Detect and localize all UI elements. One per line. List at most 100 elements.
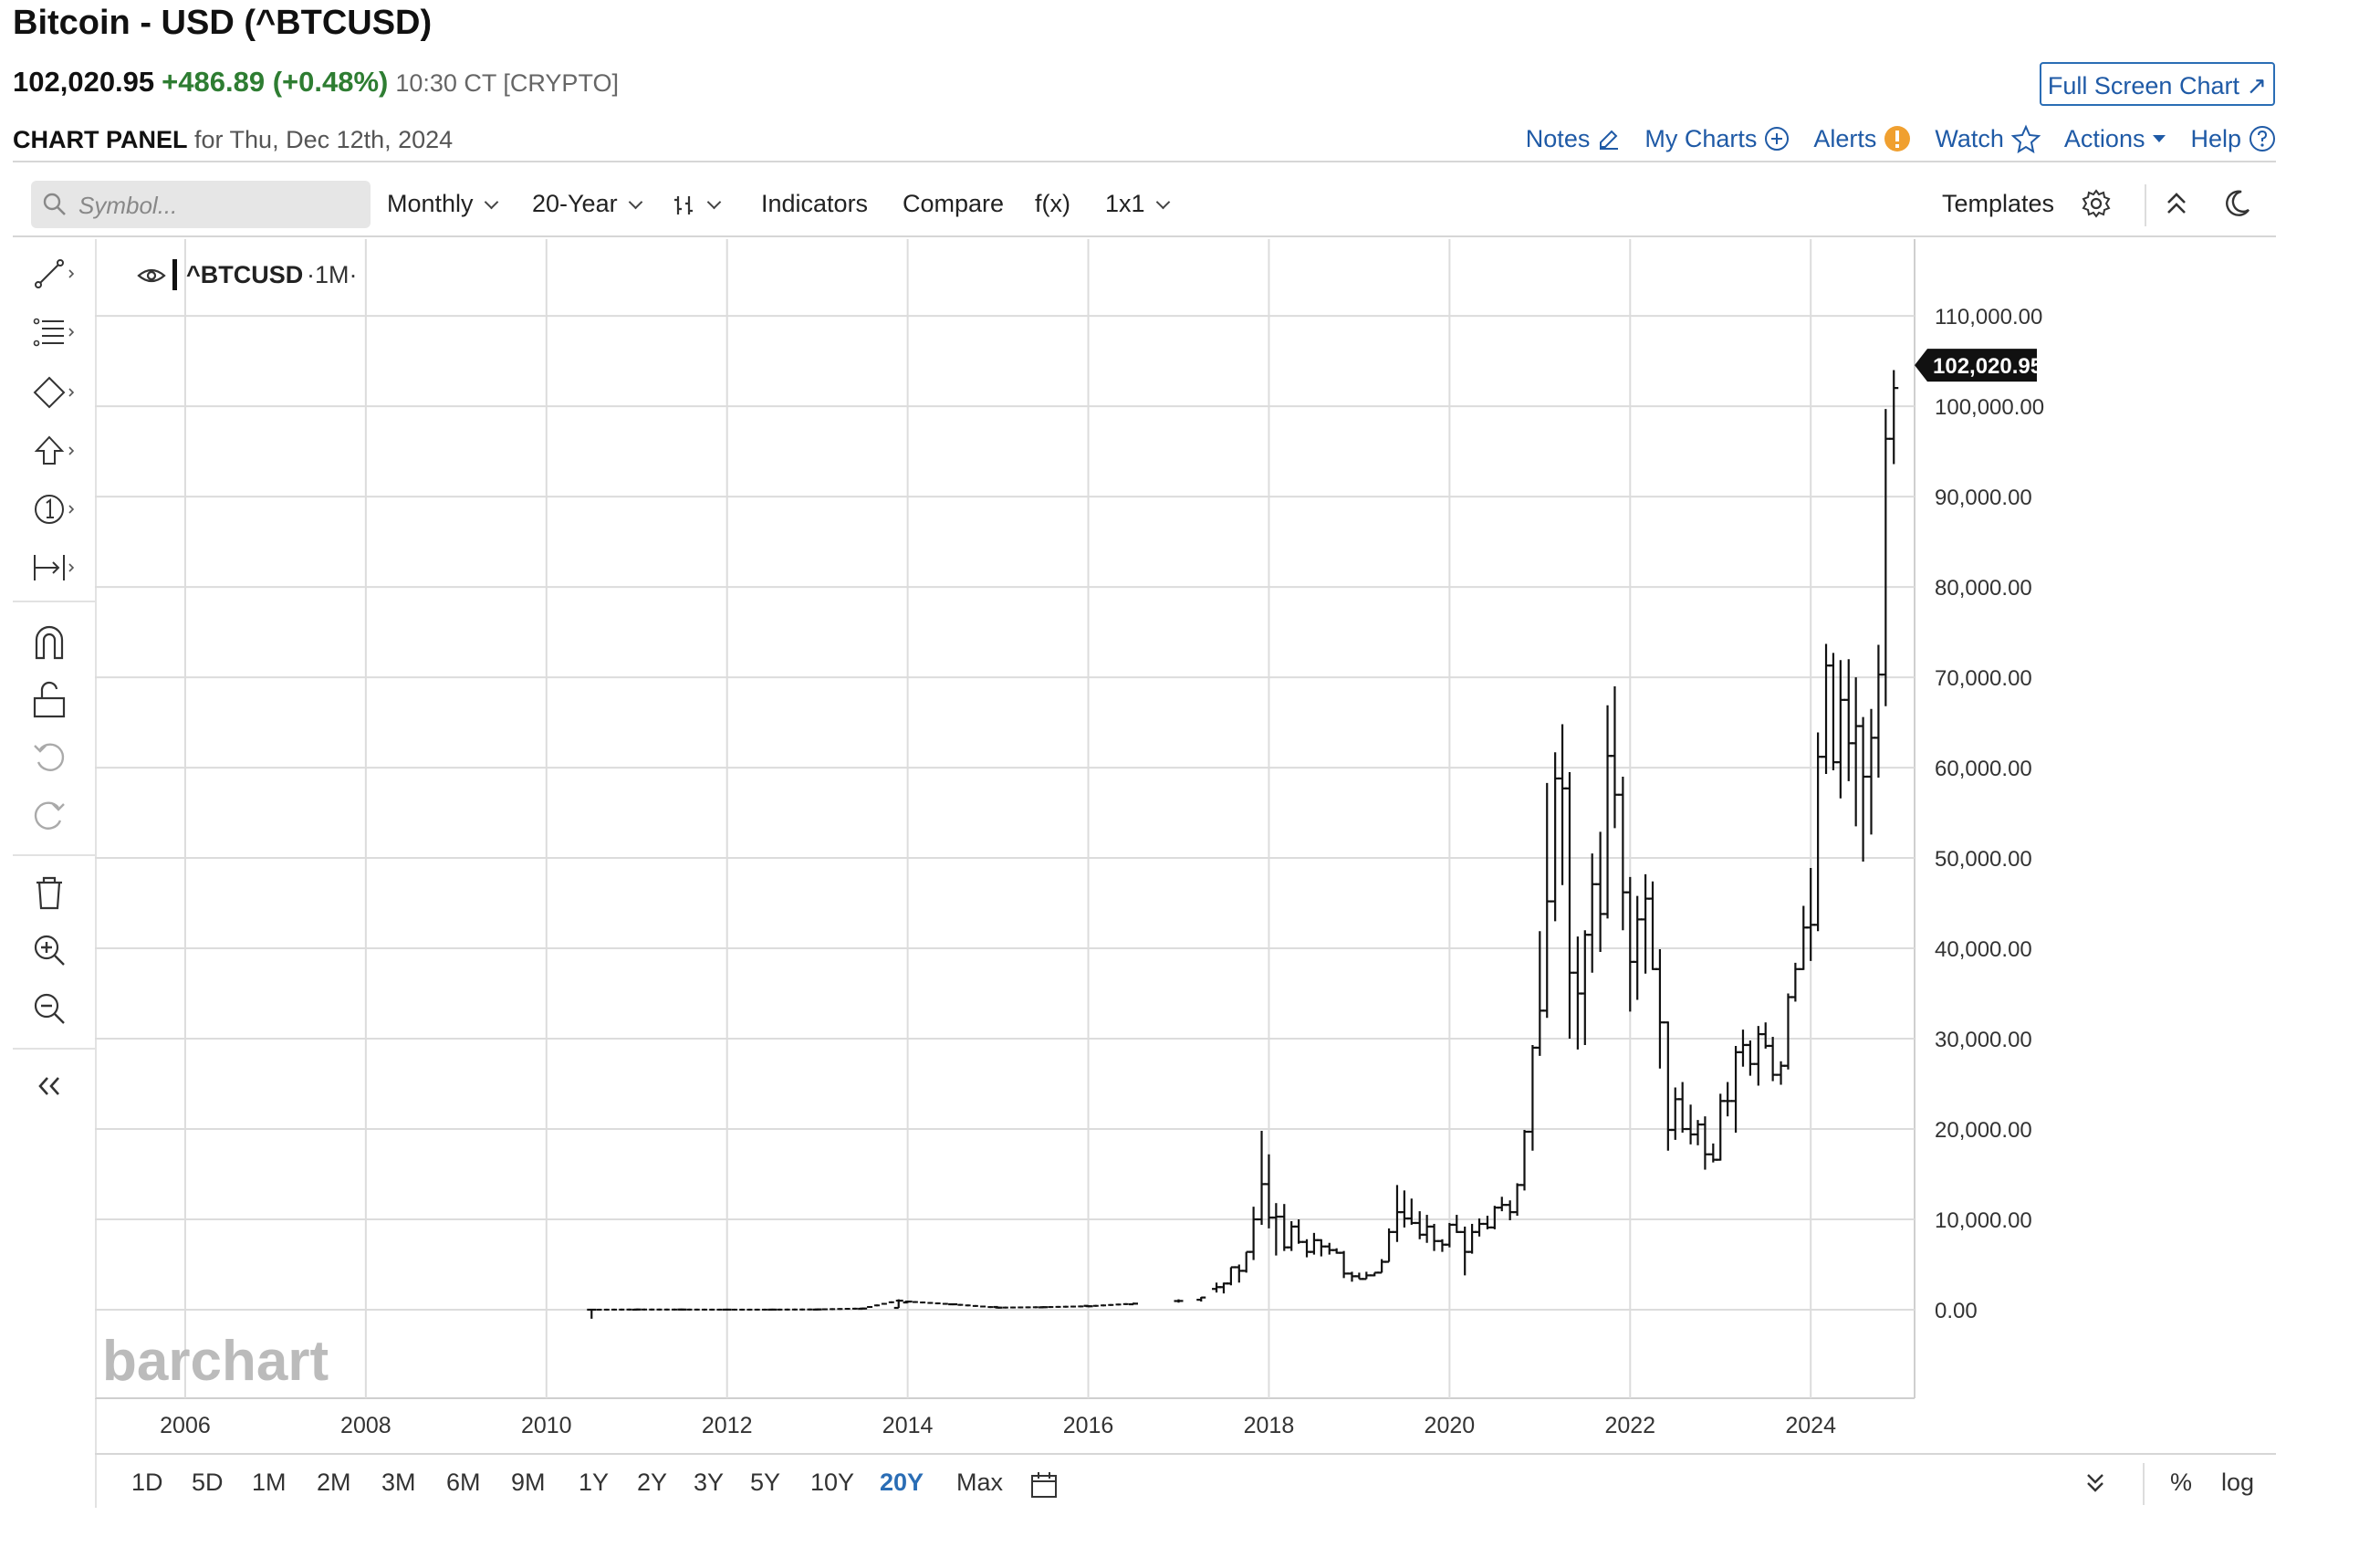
zoom-out-button[interactable]: [31, 989, 77, 1030]
actions-menu[interactable]: Actions: [2064, 124, 2167, 153]
period-select[interactable]: 20-Year: [532, 190, 642, 218]
toolbar-divider: [2145, 184, 2146, 226]
x-tick-label: 2014: [882, 1413, 934, 1438]
legend-interval: ·1M·: [307, 261, 358, 288]
y-axis: 0.00 10,000.00 20,000.00 30,000.00 40,000.00…: [1935, 305, 2044, 1323]
delete-drawings-button[interactable]: [31, 873, 77, 913]
measure-tool-icon: [34, 555, 75, 580]
indicators-button[interactable]: Indicators: [761, 190, 869, 217]
caret-down-icon: [2153, 135, 2166, 142]
range-button-3m[interactable]: 3M: [381, 1469, 416, 1496]
search-icon: [43, 193, 66, 215]
fib-tool[interactable]: [31, 312, 77, 352]
chart-type-select[interactable]: [671, 190, 722, 218]
price-chart[interactable]: 0.00 10,000.00 20,000.00 30,000.00 40,000.00…: [95, 239, 2276, 1453]
undo-button[interactable]: [31, 737, 77, 778]
range-button-6m[interactable]: 6M: [446, 1469, 481, 1496]
lock-icon: [33, 681, 66, 718]
magnet-tool[interactable]: [31, 621, 77, 661]
eye-icon[interactable]: [137, 268, 166, 283]
price-change: +486.89 (+0.48%): [162, 66, 389, 98]
zoom-in-icon: [34, 935, 65, 966]
last-price-tag-text: 102,020.95: [1933, 354, 2042, 379]
symbol-search-input[interactable]: Symbol...: [31, 181, 371, 228]
number-tool-icon: [35, 495, 75, 524]
range-button-5y[interactable]: 5Y: [750, 1469, 781, 1496]
lock-tool[interactable]: [31, 679, 77, 719]
sidebar-divider: [13, 601, 95, 602]
expand-down-icon[interactable]: [2082, 1470, 2108, 1496]
redo-icon: [34, 801, 65, 830]
range-button-1y[interactable]: 1Y: [579, 1469, 610, 1496]
chart-links: Notes My Charts Alerts Watch Actions Hel…: [1526, 124, 2276, 153]
interval-select[interactable]: Monthly: [387, 190, 498, 218]
x-tick-label: 2024: [1785, 1413, 1836, 1438]
collapse-up-icon[interactable]: [2163, 190, 2190, 217]
my-charts-label: My Charts: [1644, 124, 1758, 152]
percent-scale-button[interactable]: %: [2170, 1469, 2193, 1496]
x-tick-label: 2022: [1604, 1413, 1655, 1438]
range-button-10y[interactable]: 10Y: [810, 1469, 855, 1496]
alert-icon: [1884, 126, 1911, 152]
range-divider: [2143, 1463, 2145, 1505]
arrow-tool-icon: [34, 435, 75, 465]
ohlc-bars-icon: [674, 195, 693, 214]
settings-gear-icon[interactable]: [2081, 188, 2112, 219]
x-axis: 2006 2008 2010 2012 2014 2016 2018 2020 2022 2024: [160, 1413, 1836, 1438]
measure-tool[interactable]: [31, 548, 77, 588]
templates-button[interactable]: Templates: [1942, 190, 2055, 217]
range-button-20y[interactable]: 20Y: [880, 1469, 924, 1496]
shape-tool[interactable]: [31, 372, 77, 413]
header-divider: [13, 161, 2276, 162]
arrow-tool[interactable]: [31, 431, 77, 471]
zoom-in-button[interactable]: [31, 931, 77, 971]
drawing-tools-sidebar: [13, 239, 97, 1508]
range-bar: % log 1D 5D 1M 2M 3M 6M 9M 1Y 2Y 3Y 5Y 10Y 20Y Max: [95, 1456, 2276, 1511]
range-button-2m[interactable]: 2M: [317, 1469, 351, 1496]
interval-label: Monthly: [387, 190, 474, 217]
layout-select[interactable]: 1x1: [1105, 190, 1170, 218]
full-screen-chart-button[interactable]: Full Screen Chart ↗: [2040, 62, 2275, 106]
legend-symbol: ^BTCUSD: [186, 261, 303, 288]
sidebar-divider: [13, 854, 95, 856]
chart-toolbar: Symbol... Monthly 20-Year Indicators Com…: [13, 175, 2276, 235]
star-icon: [2010, 124, 2041, 153]
x-tick-label: 2008: [340, 1413, 391, 1438]
sidebar-divider: [13, 1048, 95, 1050]
log-scale-button[interactable]: log: [2221, 1469, 2255, 1496]
range-button-3y[interactable]: 3Y: [694, 1469, 725, 1496]
number-tool[interactable]: [31, 489, 77, 529]
last-price-marker: 102,020.95: [1915, 349, 2042, 382]
dark-mode-moon-icon[interactable]: [2221, 188, 2252, 219]
x-tick-label: 2006: [160, 1413, 211, 1438]
range-button-9m[interactable]: 9M: [511, 1469, 546, 1496]
my-charts-link[interactable]: My Charts: [1644, 124, 1790, 153]
line-tool[interactable]: [31, 254, 77, 294]
function-button[interactable]: f(x): [1035, 190, 1070, 217]
range-button-2y[interactable]: 2Y: [637, 1469, 668, 1496]
chart-panel-date: for Thu, Dec 12th, 2024: [194, 126, 454, 153]
zoom-out-icon: [34, 993, 65, 1024]
range-button-1m[interactable]: 1M: [252, 1469, 287, 1496]
x-tick-label: 2012: [702, 1413, 753, 1438]
compare-button[interactable]: Compare: [903, 190, 1005, 217]
range-button-5d[interactable]: 5D: [192, 1469, 224, 1496]
notes-label: Notes: [1525, 124, 1591, 152]
collapse-sidebar-button[interactable]: [31, 1066, 77, 1106]
help-link[interactable]: Help: [2190, 124, 2276, 153]
range-button-1d[interactable]: 1D: [131, 1469, 163, 1496]
quote-time: 10:30 CT [CRYPTO]: [395, 69, 619, 97]
period-label: 20-Year: [532, 190, 618, 217]
help-label: Help: [2190, 124, 2241, 152]
y-tick-label: 40,000.00: [1935, 937, 2032, 962]
y-tick-label: 30,000.00: [1935, 1028, 2032, 1052]
redo-button[interactable]: [31, 796, 77, 836]
magnet-icon: [35, 625, 64, 660]
y-tick-label: 90,000.00: [1935, 486, 2032, 510]
alerts-link[interactable]: Alerts: [1813, 124, 1911, 153]
range-button-max[interactable]: Max: [956, 1469, 1004, 1496]
x-tick-label: 2018: [1244, 1413, 1295, 1438]
watch-link[interactable]: Watch: [1935, 124, 2041, 153]
calendar-icon[interactable]: [1029, 1470, 1059, 1500]
notes-link[interactable]: Notes: [1526, 124, 1622, 153]
